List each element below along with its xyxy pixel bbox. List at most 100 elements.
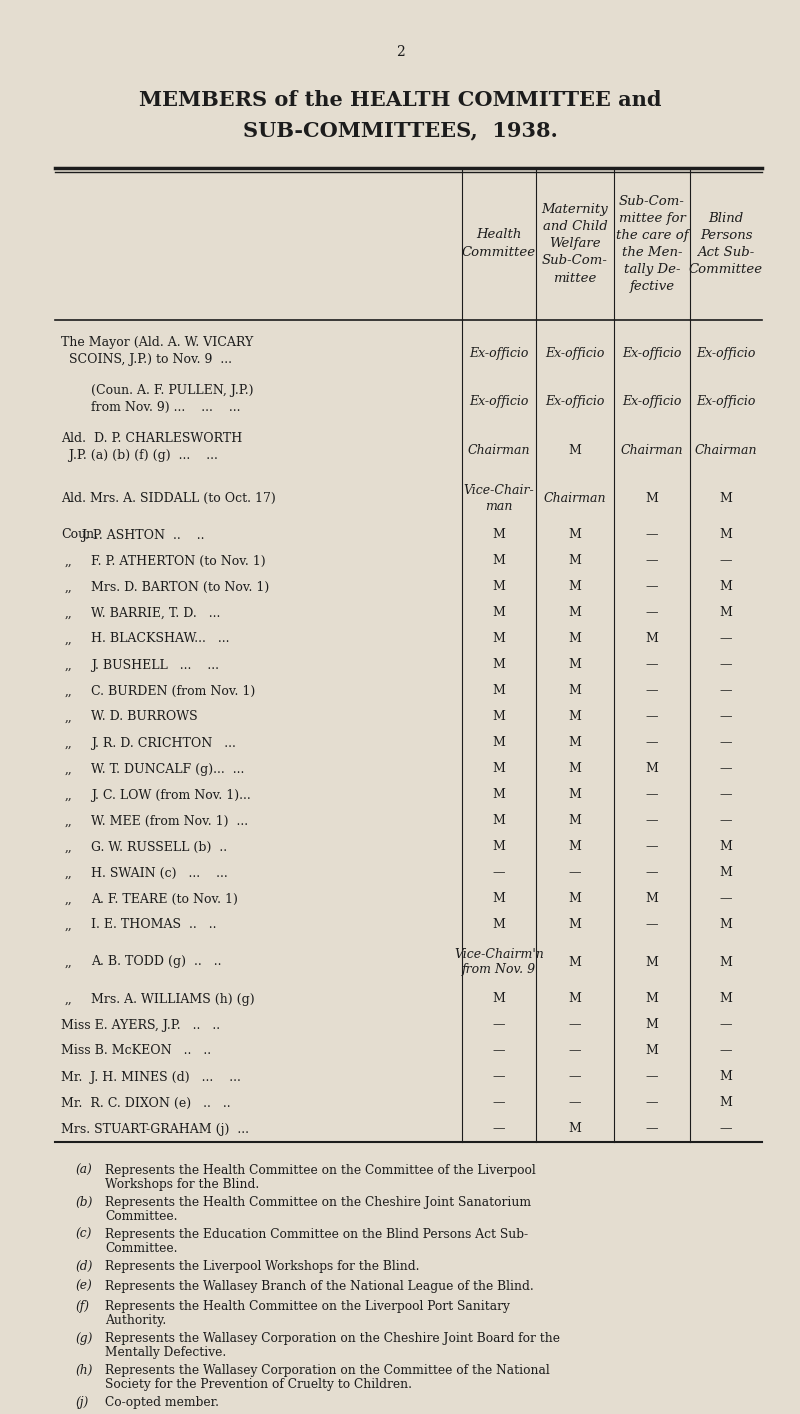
Text: Ex-officio: Ex-officio — [470, 396, 529, 409]
Text: M: M — [569, 554, 582, 567]
Text: Mr.  J. H. MINES (d)   ...    ...: Mr. J. H. MINES (d) ... ... — [61, 1070, 241, 1083]
Text: Sub-Com-
mittee for
the care of
the Men-
tally De-
fective: Sub-Com- mittee for the care of the Men-… — [616, 195, 688, 293]
Text: —: — — [646, 607, 658, 619]
Text: M: M — [646, 1045, 658, 1058]
Text: —: — — [493, 1045, 506, 1058]
Text: H. BLACKSHAW...   ...: H. BLACKSHAW... ... — [91, 632, 230, 646]
Text: Miss B. McKEON   ..   ..: Miss B. McKEON .. .. — [61, 1045, 211, 1058]
Text: Represents the Health Committee on the Liverpool Port Sanitary: Represents the Health Committee on the L… — [105, 1299, 510, 1314]
Text: —: — — [646, 1123, 658, 1135]
Text: M: M — [719, 867, 733, 880]
Text: M: M — [719, 919, 733, 932]
Text: M: M — [569, 529, 582, 542]
Text: —: — — [720, 892, 732, 905]
Text: M: M — [646, 956, 658, 969]
Text: (f): (f) — [75, 1299, 89, 1314]
Text: SUB-COMMITTEES,  1938.: SUB-COMMITTEES, 1938. — [242, 120, 558, 140]
Text: —: — — [493, 1070, 506, 1083]
Text: (e): (e) — [75, 1280, 92, 1292]
Text: M: M — [569, 737, 582, 749]
Text: ,,: ,, — [65, 867, 73, 880]
Text: Ex-officio: Ex-officio — [546, 348, 605, 361]
Text: M: M — [569, 607, 582, 619]
Text: —: — — [646, 840, 658, 854]
Text: Ex-officio: Ex-officio — [622, 396, 682, 409]
Text: M: M — [569, 710, 582, 724]
Text: —: — — [569, 1096, 582, 1110]
Text: M: M — [493, 919, 506, 932]
Text: ,,: ,, — [65, 632, 73, 646]
Text: —: — — [493, 1123, 506, 1135]
Text: M: M — [569, 762, 582, 775]
Text: Ex-officio: Ex-officio — [622, 348, 682, 361]
Text: Represents the Wallasey Corporation on the Cheshire Joint Board for the: Represents the Wallasey Corporation on t… — [105, 1332, 560, 1345]
Text: J. R. D. CRICHTON   ...: J. R. D. CRICHTON ... — [91, 737, 236, 749]
Text: Maternity
and Child
Welfare
Sub-Com-
mittee: Maternity and Child Welfare Sub-Com- mit… — [542, 204, 608, 284]
Text: —: — — [720, 1018, 732, 1031]
Text: M: M — [493, 684, 506, 697]
Text: M: M — [646, 892, 658, 905]
Text: J. C. LOW (from Nov. 1)...: J. C. LOW (from Nov. 1)... — [91, 789, 250, 802]
Text: M: M — [646, 993, 658, 1005]
Text: ,,: ,, — [65, 607, 73, 619]
Text: M: M — [719, 956, 733, 969]
Text: A. B. TODD (g)  ..   ..: A. B. TODD (g) .. .. — [91, 956, 222, 969]
Text: —: — — [646, 710, 658, 724]
Text: —: — — [720, 762, 732, 775]
Text: —: — — [720, 710, 732, 724]
Text: M: M — [493, 581, 506, 594]
Text: Workshops for the Blind.: Workshops for the Blind. — [105, 1178, 259, 1191]
Text: —: — — [646, 554, 658, 567]
Text: Chairman: Chairman — [544, 492, 606, 505]
Text: ,,: ,, — [65, 710, 73, 724]
Text: Chairman: Chairman — [468, 444, 530, 457]
Text: M: M — [493, 529, 506, 542]
Text: M: M — [493, 892, 506, 905]
Text: M: M — [569, 919, 582, 932]
Text: —: — — [720, 659, 732, 672]
Text: W. T. DUNCALF (g)...  ...: W. T. DUNCALF (g)... ... — [91, 762, 244, 775]
Text: W. MEE (from Nov. 1)  ...: W. MEE (from Nov. 1) ... — [91, 814, 248, 827]
Text: Committee.: Committee. — [105, 1241, 178, 1256]
Text: A. F. TEARE (to Nov. 1): A. F. TEARE (to Nov. 1) — [91, 892, 238, 905]
Text: M: M — [493, 554, 506, 567]
Text: Vice-Chairm'n
from Nov. 9: Vice-Chairm'n from Nov. 9 — [454, 947, 544, 977]
Text: Authority.: Authority. — [105, 1314, 166, 1326]
Text: Coun.: Coun. — [61, 529, 98, 542]
Text: —: — — [646, 919, 658, 932]
Text: —: — — [720, 684, 732, 697]
Text: M: M — [646, 492, 658, 505]
Text: Mrs. A. WILLIAMS (h) (g): Mrs. A. WILLIAMS (h) (g) — [91, 993, 254, 1005]
Text: M: M — [569, 581, 582, 594]
Text: M: M — [719, 1096, 733, 1110]
Text: M: M — [646, 762, 658, 775]
Text: —: — — [720, 632, 732, 646]
Text: Committee.: Committee. — [105, 1210, 178, 1223]
Text: M: M — [569, 444, 582, 457]
Text: Represents the Wallasey Branch of the National League of the Blind.: Represents the Wallasey Branch of the Na… — [105, 1280, 534, 1292]
Text: —: — — [720, 789, 732, 802]
Text: M: M — [569, 632, 582, 646]
Text: (a): (a) — [75, 1164, 92, 1176]
Text: Mrs. STUART-GRAHAM (j)  ...: Mrs. STUART-GRAHAM (j) ... — [61, 1123, 249, 1135]
Text: ,,: ,, — [65, 956, 73, 969]
Text: —: — — [569, 1045, 582, 1058]
Text: M: M — [493, 607, 506, 619]
Text: —: — — [569, 1018, 582, 1031]
Text: Represents the Liverpool Workshops for the Blind.: Represents the Liverpool Workshops for t… — [105, 1260, 419, 1273]
Text: —: — — [646, 737, 658, 749]
Text: —: — — [720, 814, 732, 827]
Text: (c): (c) — [75, 1227, 91, 1241]
Text: M: M — [493, 789, 506, 802]
Text: H. SWAIN (c)   ...    ...: H. SWAIN (c) ... ... — [91, 867, 228, 880]
Text: —: — — [646, 581, 658, 594]
Text: M: M — [493, 840, 506, 854]
Text: Co-opted member.: Co-opted member. — [105, 1396, 219, 1408]
Text: M: M — [493, 632, 506, 646]
Text: Mr.  R. C. DIXON (e)   ..   ..: Mr. R. C. DIXON (e) .. .. — [61, 1096, 230, 1110]
Text: M: M — [719, 529, 733, 542]
Text: Miss E. AYERS, J.P.   ..   ..: Miss E. AYERS, J.P. .. .. — [61, 1018, 220, 1031]
Text: Represents the Education Committee on the Blind Persons Act Sub-: Represents the Education Committee on th… — [105, 1227, 528, 1241]
Text: Represents the Health Committee on the Cheshire Joint Sanatorium: Represents the Health Committee on the C… — [105, 1196, 531, 1209]
Text: Mentally Defective.: Mentally Defective. — [105, 1346, 226, 1359]
